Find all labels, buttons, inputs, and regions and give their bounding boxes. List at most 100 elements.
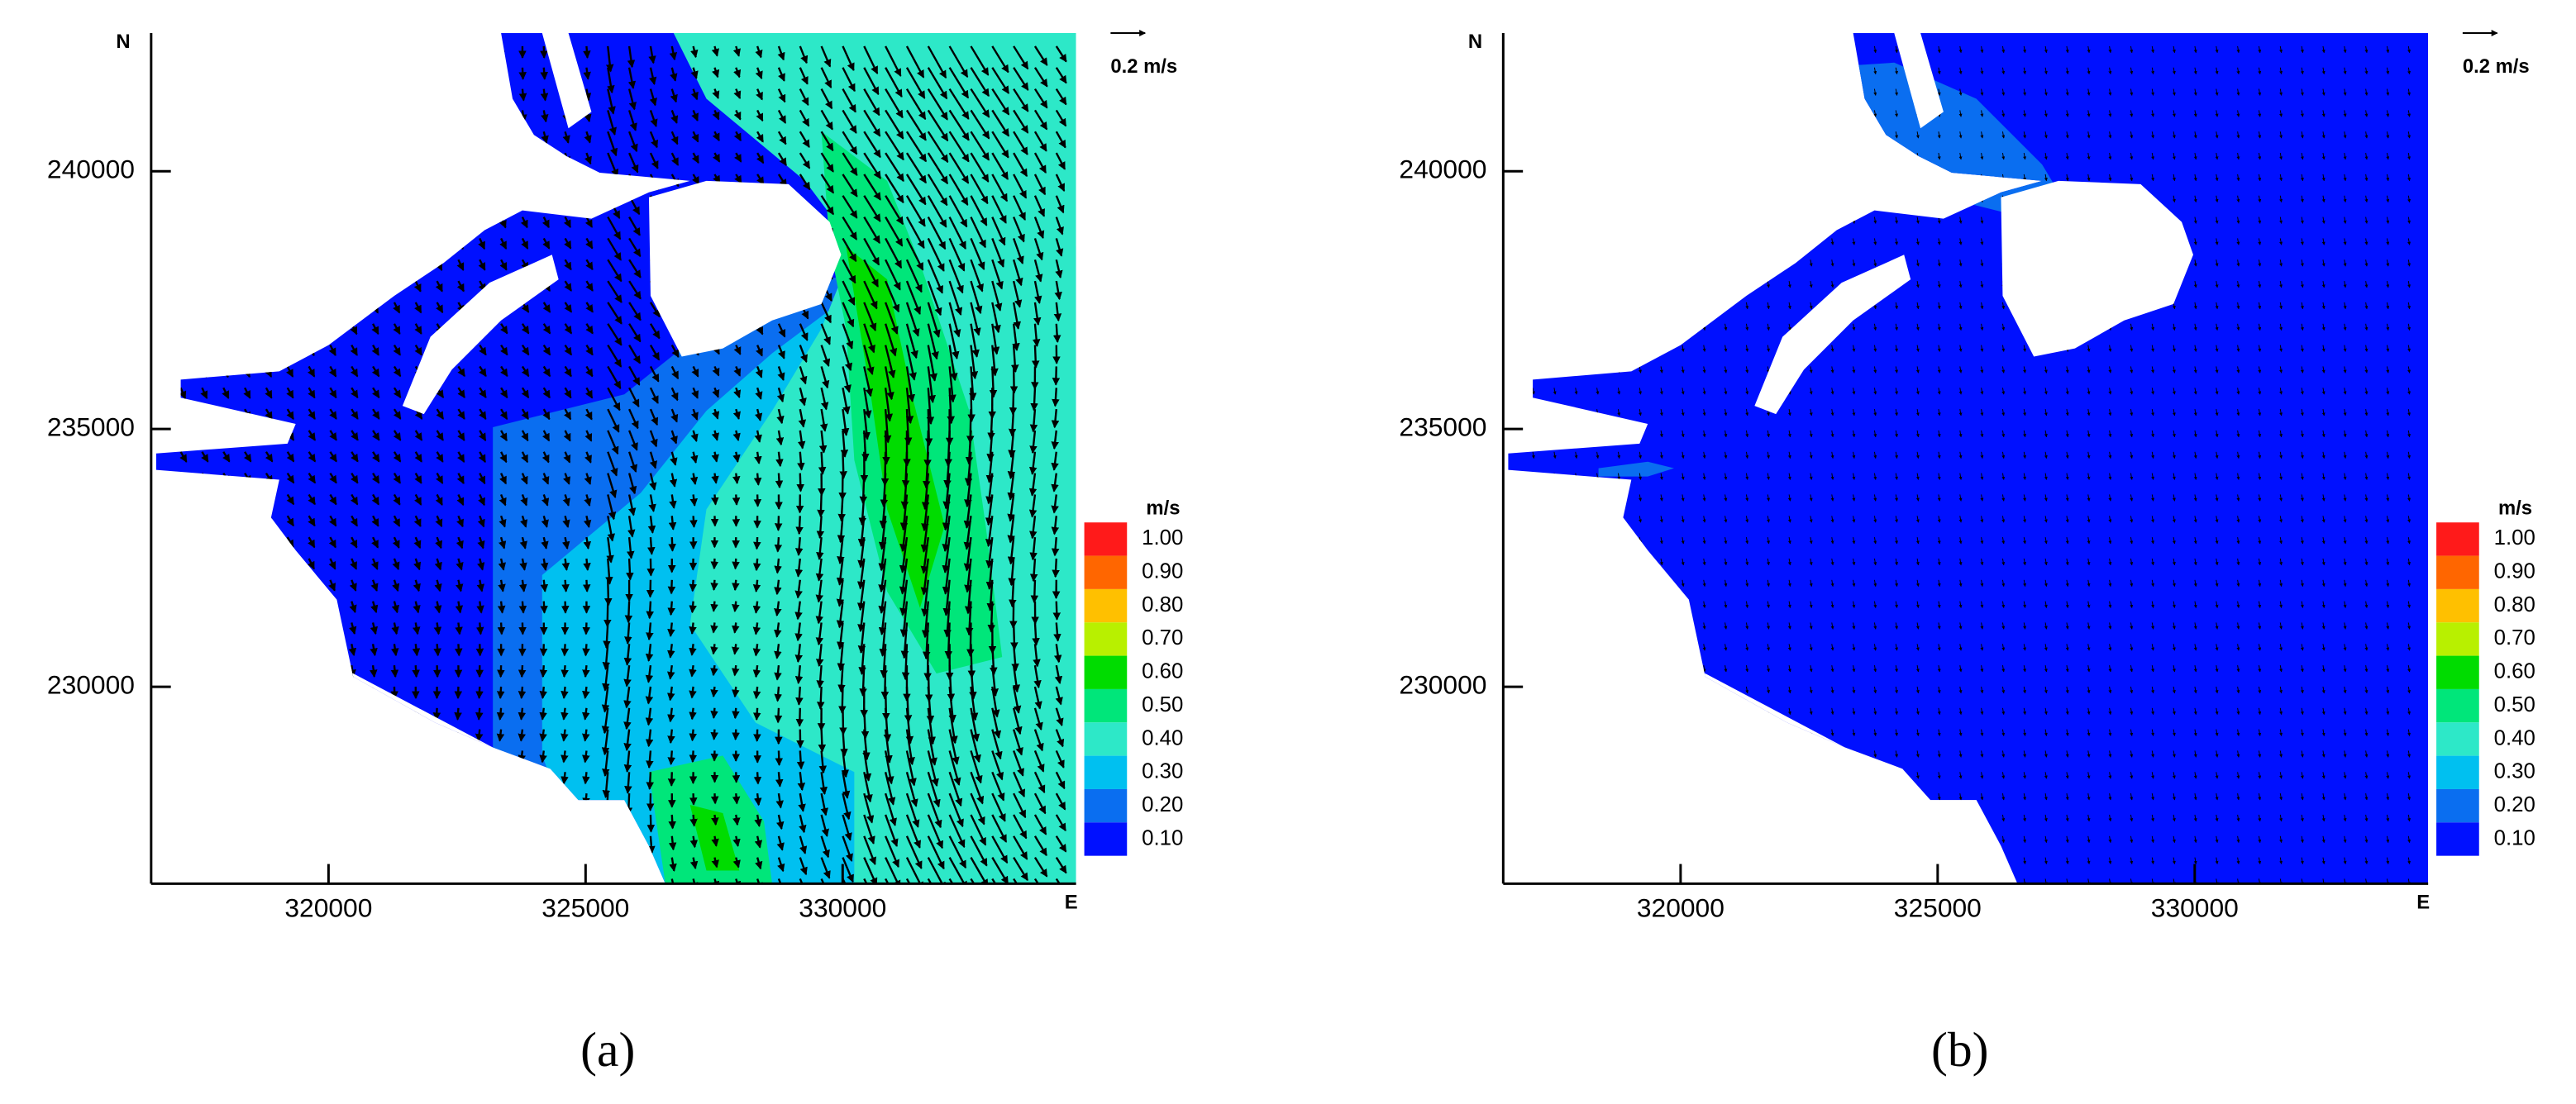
vector-arrow [179, 451, 188, 463]
vector-arrow [1052, 366, 1061, 386]
vector-arrow [348, 686, 356, 699]
vector-arrow [585, 323, 594, 335]
vector-arrow [1596, 814, 1600, 822]
vector-arrow [582, 772, 590, 785]
vector-arrow [433, 152, 442, 166]
vector-arrow [370, 195, 378, 208]
vector-arrow [201, 558, 209, 569]
vector-arrow [327, 280, 336, 293]
vector-arrow [1958, 857, 1963, 864]
vector-arrow [308, 515, 316, 527]
vector-arrow [775, 473, 784, 489]
vector-arrow [1659, 772, 1663, 779]
vector-arrow [456, 259, 465, 271]
vector-arrow [626, 835, 634, 859]
vector-arrow [1809, 217, 1813, 224]
vector-arrow [689, 835, 699, 849]
vector-arrow [393, 345, 402, 356]
vector-arrow [350, 365, 359, 378]
vector-arrow [1745, 793, 1749, 801]
vector-arrow [286, 387, 294, 399]
vector-arrow [1873, 793, 1877, 801]
vector-arrow [732, 686, 740, 698]
vector-arrow [1639, 558, 1642, 566]
vector-arrow [1596, 174, 1600, 182]
vector-arrow [627, 131, 638, 153]
vector-arrow [179, 621, 188, 634]
vector-arrow [1767, 195, 1770, 203]
vector-arrow [370, 622, 379, 635]
vector-arrow [496, 792, 505, 807]
vector-arrow [752, 664, 761, 678]
vector-arrow [476, 110, 484, 123]
vector-arrow [649, 878, 655, 884]
vector-arrow [542, 408, 551, 421]
vector-arrow [627, 516, 636, 538]
vector-arrow [307, 302, 315, 315]
vector-arrow [414, 430, 423, 441]
vector-arrow [1574, 366, 1578, 374]
vector-arrow [1596, 558, 1600, 566]
vector-arrow [243, 387, 251, 399]
vector-arrow [1681, 195, 1685, 203]
vector-arrow [1639, 793, 1642, 801]
vector-arrow [732, 579, 740, 592]
vector-arrow [453, 792, 462, 807]
vector-arrow [368, 857, 377, 870]
vector-arrow [607, 387, 621, 412]
vector-arrow [1574, 537, 1578, 545]
vector-arrow [499, 515, 507, 528]
vector-arrow [351, 430, 359, 441]
vector-arrow [1531, 366, 1535, 374]
vector-arrow [1574, 707, 1578, 716]
vector-arrow [368, 45, 377, 59]
vector-arrow [220, 280, 228, 293]
vector-arrow [372, 387, 380, 399]
vector-arrow [1702, 814, 1706, 822]
vector-arrow [499, 408, 508, 421]
vector-arrow [479, 344, 487, 356]
vector-arrow [284, 707, 293, 721]
vector-arrow [1809, 814, 1813, 822]
y-tick-label: 240000 [47, 155, 135, 184]
vector-arrow [1531, 665, 1535, 673]
vector-arrow [1830, 45, 1834, 54]
vector-arrow [1553, 473, 1557, 480]
vector-arrow [1809, 45, 1813, 54]
vector-arrow [774, 686, 782, 702]
vector-arrow [1553, 110, 1557, 117]
y-tick-label: 235000 [47, 412, 135, 442]
vector-arrow [261, 814, 270, 828]
vector-arrow [241, 729, 250, 742]
vector-arrow [1531, 516, 1535, 523]
vector-arrow [607, 174, 620, 198]
vector-arrow [1873, 835, 1877, 844]
vector-arrow [370, 280, 379, 293]
vector-arrow [1681, 238, 1685, 245]
vector-arrow [1659, 131, 1663, 139]
vector-arrow [1574, 259, 1578, 267]
vector-arrow [1830, 110, 1834, 117]
vector-arrow [1574, 217, 1578, 224]
vector-arrow [1724, 302, 1728, 310]
vector-arrow [1787, 729, 1791, 736]
vector-arrow [1809, 174, 1813, 182]
vector-arrow [284, 259, 293, 273]
vector-arrow [1531, 793, 1535, 801]
vector-arrow [1659, 153, 1663, 160]
vector-arrow [177, 302, 186, 315]
vector-arrow [710, 664, 718, 677]
vector-arrow [455, 110, 463, 123]
vector-arrow [818, 451, 827, 475]
vector-arrow [605, 558, 613, 585]
vector-arrow [370, 217, 379, 230]
vector-arrow [1531, 217, 1535, 224]
vector-arrow [432, 45, 441, 59]
vector-arrow [689, 494, 698, 507]
vector-arrow [176, 88, 184, 102]
vector-arrow [179, 664, 187, 678]
vector-arrow [1830, 217, 1834, 224]
vector-arrow [1553, 793, 1557, 801]
vector-arrow [520, 515, 528, 528]
vector-arrow [1596, 601, 1600, 608]
